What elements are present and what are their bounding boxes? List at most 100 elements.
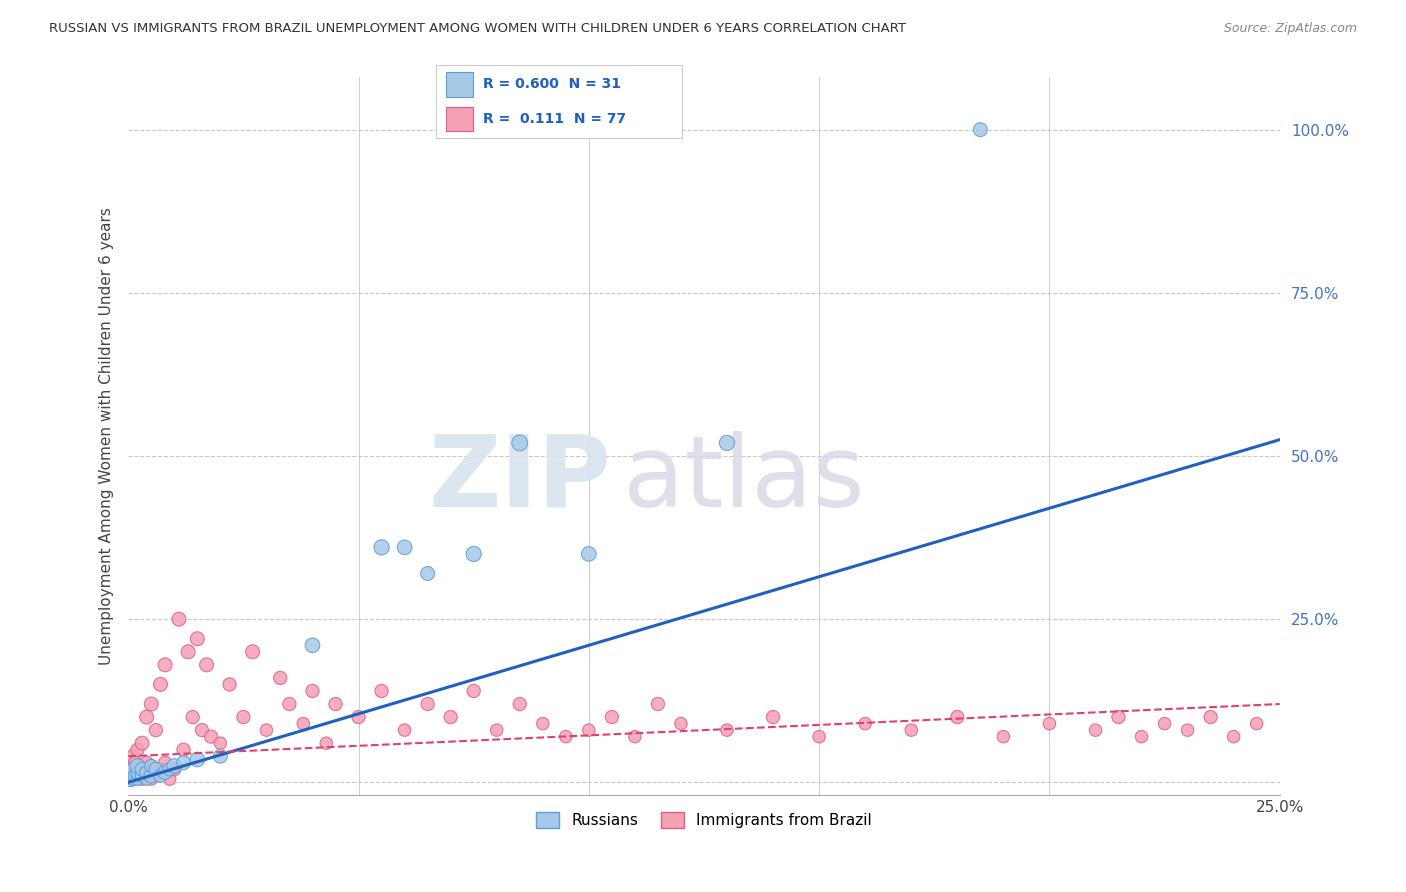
Point <box>315 736 337 750</box>
Point <box>127 742 149 756</box>
Point <box>716 436 738 450</box>
Point <box>120 769 142 783</box>
Point <box>578 723 600 738</box>
Point <box>124 756 146 770</box>
Point <box>969 122 991 136</box>
Point <box>195 657 218 672</box>
Point <box>131 762 153 776</box>
Point <box>1084 723 1107 738</box>
Point <box>131 769 153 783</box>
Text: ZIP: ZIP <box>429 431 612 528</box>
Point <box>141 759 163 773</box>
Point <box>159 772 181 786</box>
Point <box>531 716 554 731</box>
Point <box>1246 716 1268 731</box>
Point <box>135 756 157 770</box>
Point <box>292 716 315 731</box>
Point <box>153 657 176 672</box>
Point <box>127 772 149 786</box>
Point <box>149 769 172 783</box>
Point <box>600 710 623 724</box>
Point <box>624 730 647 744</box>
Point <box>121 769 143 783</box>
Point <box>141 769 163 783</box>
Point <box>135 769 157 783</box>
Point <box>1199 710 1222 724</box>
Point <box>191 723 214 738</box>
Point <box>181 710 204 724</box>
Bar <box>446 72 472 96</box>
Point <box>1108 710 1130 724</box>
Point <box>242 645 264 659</box>
Point <box>120 772 142 786</box>
Point <box>716 723 738 738</box>
Point <box>1177 723 1199 738</box>
Point <box>218 677 240 691</box>
Point <box>121 772 143 786</box>
Point <box>159 762 181 776</box>
Y-axis label: Unemployment Among Women with Children Under 6 years: Unemployment Among Women with Children U… <box>100 208 114 665</box>
Point <box>135 765 157 780</box>
Point <box>463 547 485 561</box>
Point <box>121 749 143 764</box>
Point <box>127 765 149 780</box>
Point <box>141 697 163 711</box>
Point <box>127 765 149 780</box>
Point <box>127 759 149 773</box>
Point <box>141 759 163 773</box>
Point <box>186 632 208 646</box>
Point <box>394 541 416 555</box>
Point <box>135 710 157 724</box>
Point <box>278 697 301 711</box>
Text: R =  0.111  N = 77: R = 0.111 N = 77 <box>482 112 626 126</box>
Point <box>463 684 485 698</box>
Point <box>416 566 439 581</box>
Point <box>347 710 370 724</box>
Point <box>124 769 146 783</box>
Point <box>163 759 186 773</box>
Point <box>186 752 208 766</box>
Point <box>149 762 172 776</box>
Point <box>370 684 392 698</box>
Point <box>135 772 157 786</box>
Point <box>269 671 291 685</box>
Point <box>1038 716 1060 731</box>
Point <box>509 436 531 450</box>
Point <box>200 730 222 744</box>
Point <box>808 730 831 744</box>
Text: RUSSIAN VS IMMIGRANTS FROM BRAZIL UNEMPLOYMENT AMONG WOMEN WITH CHILDREN UNDER 6: RUSSIAN VS IMMIGRANTS FROM BRAZIL UNEMPL… <box>49 22 907 36</box>
Point <box>145 769 167 783</box>
Point <box>301 638 323 652</box>
Point <box>118 772 141 786</box>
Point <box>145 723 167 738</box>
Point <box>370 541 392 555</box>
Point <box>762 710 785 724</box>
Point <box>121 772 143 786</box>
Point <box>124 769 146 783</box>
Point <box>163 762 186 776</box>
Text: R = 0.600  N = 31: R = 0.600 N = 31 <box>482 78 620 92</box>
Point <box>127 772 149 786</box>
Point <box>131 762 153 776</box>
Point <box>121 762 143 776</box>
Point <box>167 612 190 626</box>
Point <box>440 710 463 724</box>
Text: Source: ZipAtlas.com: Source: ZipAtlas.com <box>1223 22 1357 36</box>
Point <box>173 742 195 756</box>
Point <box>669 716 692 731</box>
Point <box>131 772 153 786</box>
Point <box>647 697 669 711</box>
Point <box>325 697 347 711</box>
Point <box>209 749 232 764</box>
Point <box>177 645 200 659</box>
Point <box>131 736 153 750</box>
Point <box>554 730 576 744</box>
Point <box>993 730 1015 744</box>
Point <box>578 547 600 561</box>
Bar <box>446 107 472 131</box>
Point <box>1130 730 1153 744</box>
Point <box>394 723 416 738</box>
Point <box>141 772 163 786</box>
Text: atlas: atlas <box>623 431 865 528</box>
Point <box>145 762 167 776</box>
